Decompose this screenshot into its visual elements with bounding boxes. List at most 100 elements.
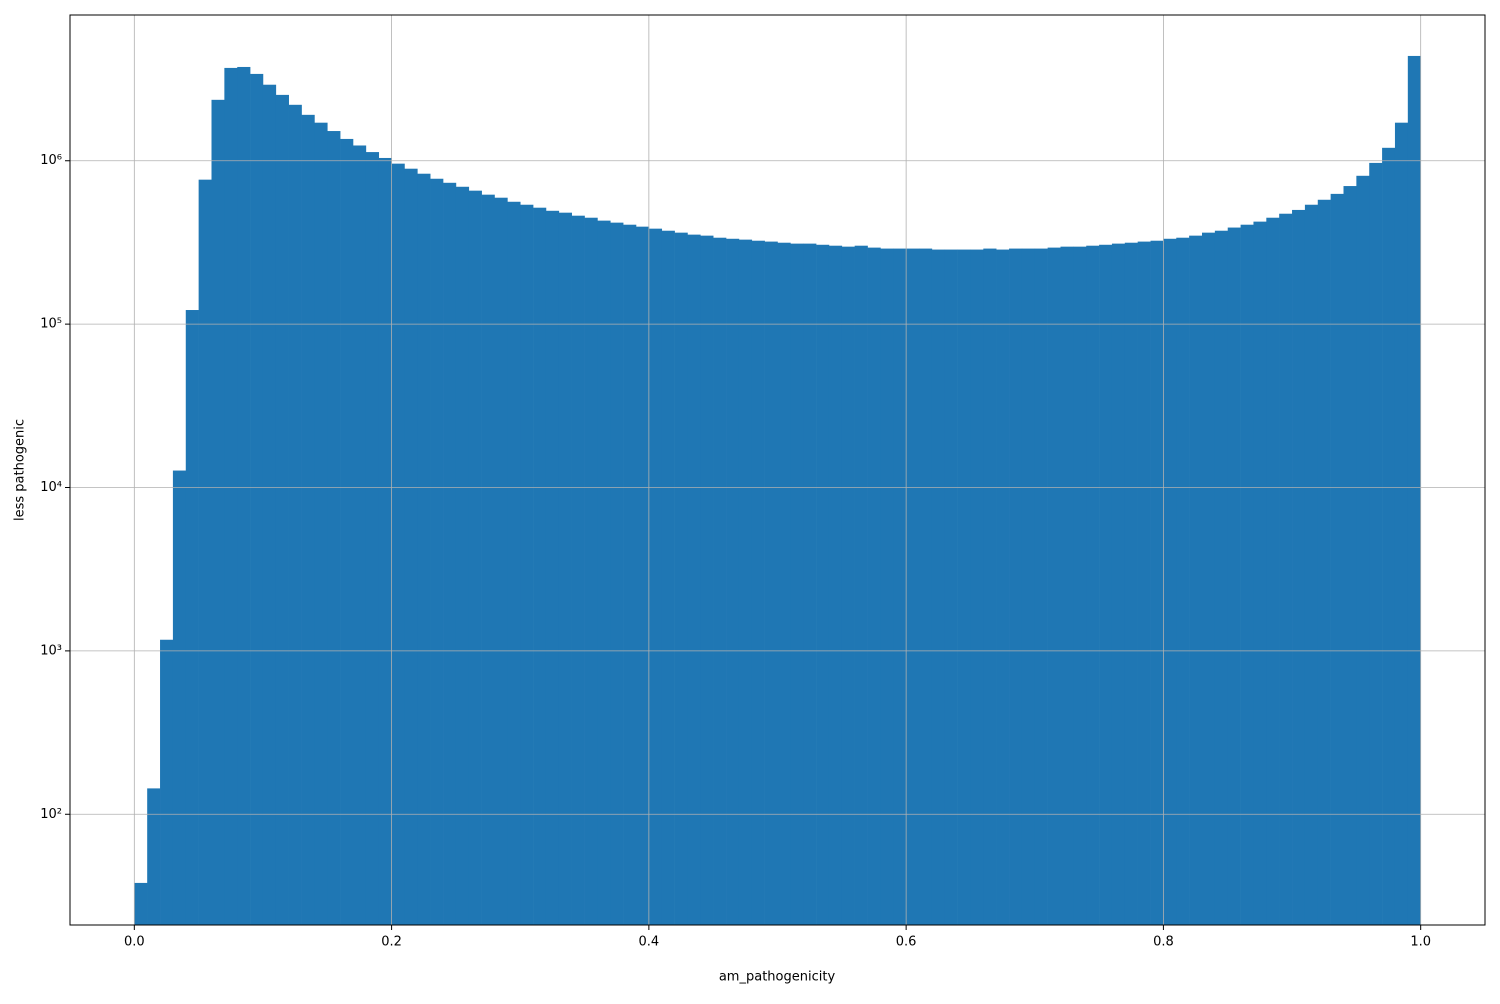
histogram-bar bbox=[944, 249, 958, 925]
histogram-bar bbox=[738, 239, 753, 926]
histogram-bar bbox=[1150, 240, 1164, 925]
histogram-bar bbox=[1202, 232, 1216, 926]
histogram-bar bbox=[262, 84, 277, 925]
histogram-bar bbox=[224, 67, 238, 926]
histogram-bar bbox=[545, 210, 560, 925]
histogram-bar bbox=[867, 247, 881, 926]
histogram-bar bbox=[468, 190, 482, 926]
histogram-bar bbox=[1047, 247, 1061, 926]
histogram-bar bbox=[417, 173, 431, 925]
y-tick-label: 10⁴ bbox=[40, 480, 62, 495]
histogram-bar bbox=[700, 235, 714, 925]
histogram-bar bbox=[314, 122, 328, 925]
histogram-bar bbox=[597, 220, 611, 925]
histogram-bar bbox=[275, 94, 289, 925]
histogram-bar bbox=[1227, 227, 1241, 926]
histogram-bar bbox=[1086, 245, 1100, 925]
histogram-bar bbox=[237, 66, 251, 925]
x-axis-label: am_pathogenicity bbox=[719, 970, 836, 985]
histogram-bar bbox=[301, 114, 315, 926]
histogram-bar bbox=[816, 244, 830, 926]
y-tick-label: 10³ bbox=[40, 643, 62, 658]
histogram-bar bbox=[250, 73, 264, 925]
histogram-bar bbox=[1214, 230, 1229, 925]
histogram-bar bbox=[211, 99, 225, 925]
histogram-bar bbox=[1124, 242, 1138, 926]
histogram-bar bbox=[931, 249, 946, 925]
histogram-bar bbox=[983, 248, 997, 926]
histogram-bar bbox=[1292, 209, 1306, 925]
histogram-bar bbox=[674, 232, 688, 926]
histogram-bar bbox=[160, 639, 174, 925]
histogram-bar bbox=[481, 194, 495, 926]
histogram-bar bbox=[147, 788, 161, 925]
histogram-bar bbox=[353, 145, 367, 926]
histogram-bar bbox=[391, 163, 405, 925]
histogram-bar bbox=[1009, 248, 1023, 926]
histogram-bar bbox=[1073, 246, 1087, 926]
histogram-bar bbox=[1060, 246, 1074, 926]
histogram-bar bbox=[854, 245, 868, 925]
histogram-bar bbox=[378, 157, 392, 925]
histogram-bar bbox=[919, 248, 933, 926]
histogram-bar bbox=[1189, 235, 1203, 925]
x-tick-label: 0.0 bbox=[124, 935, 145, 950]
histogram-bar bbox=[751, 240, 765, 925]
plot-frame bbox=[69, 14, 1486, 926]
histogram-bar bbox=[1317, 199, 1331, 925]
histogram-bar bbox=[494, 197, 508, 925]
histogram-bar bbox=[198, 179, 212, 925]
histogram-bar bbox=[893, 248, 907, 926]
histogram-bar bbox=[970, 249, 984, 925]
x-tick-label: 0.2 bbox=[381, 935, 402, 950]
x-tick-label: 1.0 bbox=[1410, 935, 1431, 950]
histogram-bar bbox=[365, 152, 380, 925]
histogram-bar bbox=[520, 204, 534, 926]
histogram-bar bbox=[430, 178, 444, 926]
histogram-bar bbox=[764, 241, 778, 925]
histogram-bar bbox=[1407, 55, 1421, 925]
histogram-bar bbox=[957, 249, 971, 925]
x-tick-label: 0.8 bbox=[1153, 935, 1174, 950]
y-tick-label: 10⁶ bbox=[40, 153, 62, 168]
histogram-bar bbox=[1111, 243, 1126, 926]
histogram-bar bbox=[906, 248, 920, 926]
histogram-bar bbox=[1034, 248, 1048, 926]
histogram-bar bbox=[455, 186, 470, 925]
histogram-bar bbox=[533, 207, 547, 925]
histogram-bar bbox=[327, 131, 341, 925]
histogram-bar bbox=[726, 238, 740, 925]
histogram-bar bbox=[288, 104, 302, 925]
histogram-bar bbox=[1369, 162, 1383, 925]
histogram-bar bbox=[1240, 224, 1254, 925]
histogram-bar bbox=[1343, 186, 1357, 925]
histogram-bar bbox=[803, 243, 817, 926]
histogram-bar bbox=[1356, 175, 1370, 925]
histogram-bar bbox=[507, 201, 521, 926]
histogram-bar bbox=[648, 228, 663, 926]
histogram-bar bbox=[1382, 147, 1396, 926]
histogram-bar bbox=[880, 248, 894, 926]
histogram-bar bbox=[713, 237, 727, 925]
histogram-bar bbox=[1394, 122, 1409, 925]
x-tick-label: 0.6 bbox=[896, 935, 917, 950]
histogram-bar bbox=[1137, 241, 1151, 925]
histogram-bar bbox=[1021, 248, 1036, 926]
histogram-bar bbox=[661, 230, 675, 925]
x-tick-label: 0.4 bbox=[639, 935, 660, 950]
histogram-bar bbox=[443, 182, 457, 925]
histogram-bar bbox=[636, 226, 650, 926]
histogram-bar bbox=[185, 310, 199, 925]
histogram-bar bbox=[404, 168, 418, 926]
histogram-bar bbox=[996, 249, 1010, 925]
histogram-bar bbox=[134, 882, 148, 925]
histogram-bar bbox=[1253, 221, 1267, 925]
histogram-bar bbox=[777, 242, 791, 926]
histogram-bar bbox=[687, 234, 701, 925]
histogram-bar bbox=[340, 138, 354, 925]
histogram-bar bbox=[172, 470, 187, 925]
y-tick-label: 10⁵ bbox=[40, 317, 62, 332]
histogram-bar bbox=[1304, 204, 1319, 926]
histogram-bar bbox=[828, 245, 843, 925]
